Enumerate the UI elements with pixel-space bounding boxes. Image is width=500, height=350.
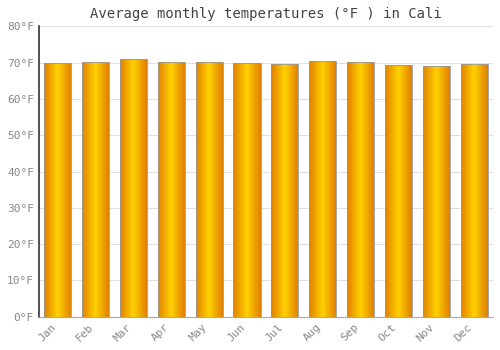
Bar: [347, 62, 374, 317]
Bar: [82, 62, 109, 317]
Bar: [271, 64, 298, 317]
Bar: [460, 64, 488, 317]
Bar: [234, 63, 260, 317]
Bar: [309, 61, 336, 317]
Bar: [120, 58, 147, 317]
Title: Average monthly temperatures (°F ) in Cali: Average monthly temperatures (°F ) in Ca…: [90, 7, 442, 21]
Bar: [44, 63, 72, 317]
Bar: [196, 62, 223, 317]
Bar: [385, 65, 412, 317]
Bar: [422, 66, 450, 317]
Bar: [158, 62, 185, 317]
